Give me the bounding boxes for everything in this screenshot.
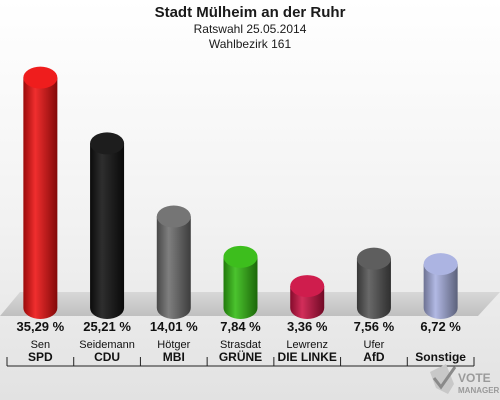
category-axis	[6, 357, 475, 367]
candidate-label: Sen	[31, 339, 51, 351]
candidate-label: Seidemann	[79, 339, 135, 351]
category-label: SPD	[28, 350, 53, 364]
checkmark-icon	[430, 364, 457, 394]
logo-text-manager: MANAGER	[458, 386, 500, 395]
bar-cdu	[90, 132, 125, 319]
vote-manager-logo: VOTE MANAGER	[430, 364, 500, 395]
category-label: CDU	[94, 350, 120, 364]
candidate-label: Lewrenz	[286, 339, 328, 351]
category-label: AfD	[363, 350, 385, 364]
candidate-label: Hötger	[157, 339, 190, 351]
bar-grüne	[223, 245, 258, 319]
value-label: 6,72 %	[420, 319, 461, 334]
bar-spd	[23, 66, 58, 319]
value-label: 7,84 %	[220, 319, 261, 334]
category-label: GRÜNE	[219, 349, 262, 364]
category-label: DIE LINKE	[278, 350, 337, 364]
candidate-label: Ufer	[364, 339, 385, 351]
value-label: 14,01 %	[150, 319, 198, 334]
value-label: 35,29 %	[17, 319, 65, 334]
category-label: MBI	[163, 350, 185, 364]
bar-die-linke	[290, 275, 325, 319]
logo-text-vote: VOTE	[458, 371, 491, 385]
bar-mbi	[156, 205, 191, 319]
bar-afd	[356, 247, 391, 319]
value-label: 3,36 %	[287, 319, 328, 334]
category-label: Sonstige	[415, 350, 466, 364]
value-label: 7,56 %	[354, 319, 395, 334]
candidate-label: Strasdat	[220, 339, 261, 351]
bar-group	[23, 66, 458, 319]
value-label: 25,21 %	[83, 319, 131, 334]
chart-title: Stadt Mülheim an der Ruhr	[155, 4, 346, 21]
chart-subtitle-election: Ratswahl 25.05.2014	[194, 22, 307, 36]
chart-subtitle-district: Wahlbezirk 161	[209, 37, 292, 51]
bar-sonstige	[423, 253, 458, 319]
